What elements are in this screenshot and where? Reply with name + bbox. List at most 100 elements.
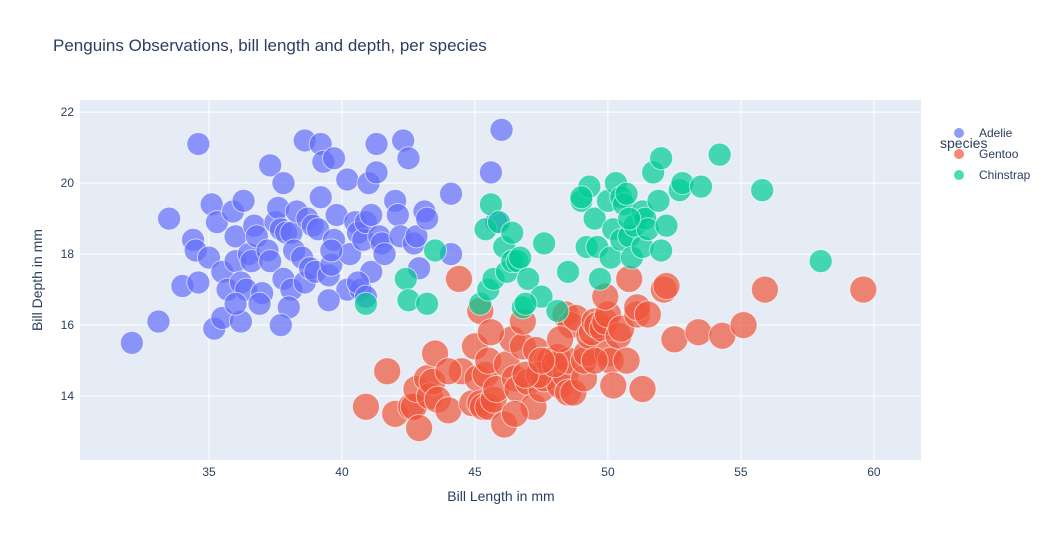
data-point[interactable] bbox=[615, 264, 644, 293]
data-point[interactable] bbox=[599, 371, 628, 400]
data-point[interactable] bbox=[580, 346, 609, 375]
data-point[interactable] bbox=[223, 291, 248, 316]
data-point[interactable] bbox=[582, 206, 607, 231]
x-tick-label: 60 bbox=[867, 465, 881, 479]
data-point[interactable] bbox=[364, 132, 389, 157]
chart-title: Penguins Observations, bill length and d… bbox=[53, 36, 487, 55]
legend: species Adelie Gentoo Chinstrap bbox=[940, 126, 1031, 182]
data-point[interactable] bbox=[434, 357, 463, 386]
data-point[interactable] bbox=[476, 318, 505, 347]
data-point[interactable] bbox=[353, 291, 378, 316]
data-point[interactable] bbox=[478, 160, 503, 185]
legend-label: Chinstrap bbox=[979, 168, 1031, 182]
data-point[interactable] bbox=[660, 325, 689, 354]
data-point[interactable] bbox=[268, 313, 293, 338]
data-point[interactable] bbox=[649, 146, 674, 171]
data-point[interactable] bbox=[359, 203, 384, 228]
data-point[interactable] bbox=[146, 309, 171, 334]
x-tick-label: 45 bbox=[468, 465, 482, 479]
data-point[interactable] bbox=[654, 213, 679, 238]
data-point[interactable] bbox=[271, 171, 296, 196]
legend-marker bbox=[954, 170, 964, 180]
data-point[interactable] bbox=[396, 146, 421, 171]
data-point[interactable] bbox=[633, 300, 662, 329]
data-point[interactable] bbox=[569, 185, 594, 210]
tick-labels: 35 40 45 50 55 60 14 16 18 20 22 bbox=[61, 105, 881, 479]
data-point[interactable] bbox=[500, 220, 525, 245]
data-point[interactable] bbox=[434, 396, 463, 425]
data-point[interactable] bbox=[546, 325, 575, 354]
data-point[interactable] bbox=[415, 206, 440, 231]
data-point[interactable] bbox=[689, 174, 714, 199]
data-point[interactable] bbox=[849, 275, 878, 304]
data-point[interactable] bbox=[508, 245, 533, 270]
data-point[interactable] bbox=[319, 238, 344, 263]
data-point[interactable] bbox=[532, 231, 557, 256]
data-point[interactable] bbox=[316, 288, 341, 313]
data-point[interactable] bbox=[489, 117, 514, 142]
data-point[interactable] bbox=[258, 249, 283, 274]
data-point[interactable] bbox=[612, 346, 641, 375]
data-points bbox=[119, 117, 878, 443]
legend-marker bbox=[954, 149, 964, 159]
data-point[interactable] bbox=[729, 311, 758, 340]
data-point[interactable] bbox=[157, 206, 182, 231]
data-point[interactable] bbox=[707, 142, 732, 167]
data-point[interactable] bbox=[527, 346, 556, 375]
data-point[interactable] bbox=[445, 264, 474, 293]
data-point[interactable] bbox=[335, 167, 360, 192]
y-tick-label: 14 bbox=[61, 389, 75, 403]
data-point[interactable] bbox=[556, 259, 581, 284]
legend-item-adelie[interactable]: Adelie bbox=[954, 126, 1013, 140]
data-point[interactable] bbox=[617, 206, 642, 231]
data-point[interactable] bbox=[393, 266, 418, 291]
data-point[interactable] bbox=[186, 132, 211, 157]
data-point[interactable] bbox=[750, 275, 779, 304]
data-point[interactable] bbox=[364, 160, 389, 185]
legend-title: species bbox=[940, 135, 987, 151]
x-axis-title: Bill Length in mm bbox=[447, 488, 554, 504]
x-tick-label: 40 bbox=[335, 465, 349, 479]
series-chinstrap bbox=[353, 142, 833, 323]
data-point[interactable] bbox=[373, 357, 402, 386]
legend-item-chinstrap[interactable]: Chinstrap bbox=[954, 168, 1031, 182]
legend-label: Gentoo bbox=[979, 147, 1019, 161]
x-tick-label: 55 bbox=[734, 465, 748, 479]
y-tick-label: 22 bbox=[61, 105, 75, 119]
y-axis-title: Bill Depth in mm bbox=[29, 229, 45, 331]
legend-label: Adelie bbox=[979, 126, 1013, 140]
data-point[interactable] bbox=[119, 330, 144, 355]
data-point[interactable] bbox=[415, 291, 440, 316]
data-point[interactable] bbox=[652, 272, 681, 301]
data-point[interactable] bbox=[385, 203, 410, 228]
data-point[interactable] bbox=[513, 291, 538, 316]
data-point[interactable] bbox=[231, 188, 256, 213]
data-point[interactable] bbox=[322, 146, 347, 171]
data-point[interactable] bbox=[649, 238, 674, 263]
data-point[interactable] bbox=[405, 414, 434, 443]
data-point[interactable] bbox=[186, 270, 211, 295]
data-point[interactable] bbox=[308, 185, 333, 210]
data-point[interactable] bbox=[516, 266, 541, 291]
data-point[interactable] bbox=[614, 181, 639, 206]
data-point[interactable] bbox=[808, 249, 833, 274]
y-tick-label: 18 bbox=[61, 247, 75, 261]
y-tick-label: 20 bbox=[61, 176, 75, 190]
data-point[interactable] bbox=[545, 298, 570, 323]
data-point[interactable] bbox=[423, 238, 448, 263]
data-point[interactable] bbox=[587, 266, 612, 291]
data-point[interactable] bbox=[247, 291, 272, 316]
data-point[interactable] bbox=[684, 318, 713, 347]
data-point[interactable] bbox=[750, 178, 775, 203]
data-point[interactable] bbox=[500, 399, 529, 428]
legend-item-gentoo[interactable]: Gentoo bbox=[954, 147, 1019, 161]
data-point[interactable] bbox=[351, 392, 380, 421]
data-point[interactable] bbox=[628, 374, 657, 403]
data-point[interactable] bbox=[646, 188, 671, 213]
x-tick-label: 35 bbox=[202, 465, 216, 479]
data-point[interactable] bbox=[404, 224, 429, 249]
data-point[interactable] bbox=[258, 153, 283, 178]
data-point[interactable] bbox=[439, 181, 464, 206]
data-point[interactable] bbox=[372, 242, 397, 267]
legend-marker bbox=[954, 128, 964, 138]
